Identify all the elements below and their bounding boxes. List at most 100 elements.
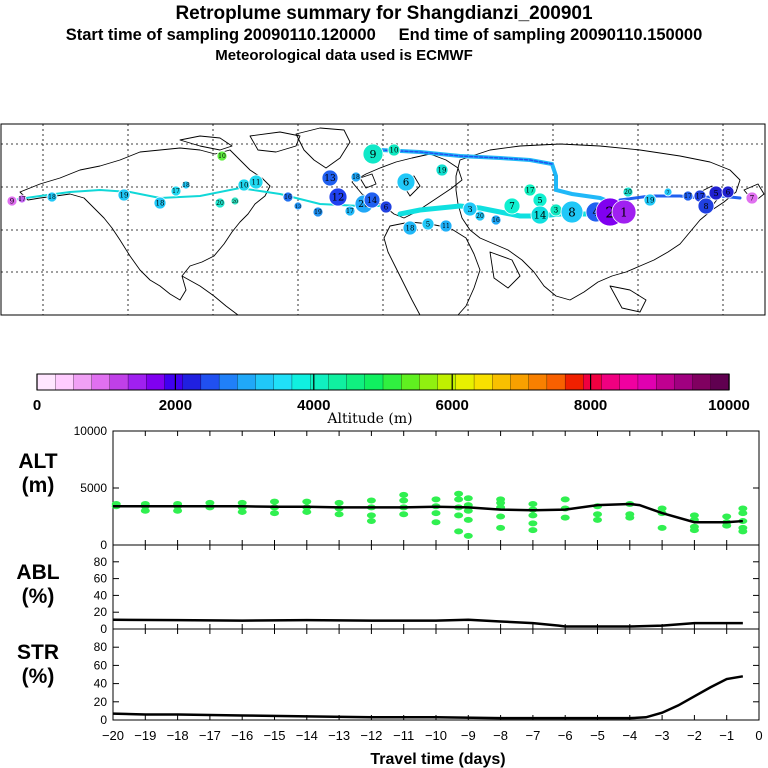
cluster-marker (170, 185, 182, 197)
cluster-label: 3 (554, 207, 558, 215)
colorbar-tick-label: 10000 (708, 397, 750, 414)
cluster-marker (248, 174, 264, 190)
cluster-label: 2 (605, 203, 615, 221)
colorbar-cell (656, 373, 676, 391)
cluster-marker (6, 195, 18, 207)
cluster-marker (230, 196, 240, 206)
x-tick-label: −17 (199, 728, 221, 743)
panel-abl: 0 20 40 60 80 ABL(%) (16, 544, 760, 636)
x-tick-label: −6 (558, 728, 573, 743)
y-tick-label: 10000 (74, 424, 108, 438)
altitude-point (496, 499, 506, 506)
colorbar-cell (36, 373, 56, 391)
cluster-marker (745, 191, 759, 205)
altitude-point (454, 512, 464, 519)
altitude-point (463, 507, 473, 514)
altitude-point (270, 498, 279, 505)
cluster-label: 19 (646, 197, 655, 205)
abl-line (112, 618, 743, 628)
x-tick-label: −4 (622, 728, 637, 743)
cluster-marker (181, 180, 191, 190)
altitude-point (463, 532, 473, 539)
colorbar-label: Altitude (m) (326, 411, 412, 427)
cluster-marker (293, 201, 303, 211)
x-tick-label: −15 (263, 728, 285, 743)
cluster-label: 18 (182, 182, 190, 189)
y-axis-label: ALT (18, 450, 57, 473)
altitude-point (722, 522, 732, 529)
colorbar-cell (583, 373, 603, 391)
cluster-marker (560, 200, 584, 224)
cluster-label: 7 (750, 195, 754, 203)
altitude-point (689, 512, 699, 519)
cluster-label: 10 (390, 147, 399, 155)
cluster-label: 20 (358, 200, 370, 210)
cluster-label: 12 (332, 193, 345, 204)
colorbar-cell (692, 373, 712, 391)
colorbar-cell (200, 373, 220, 391)
cluster-label: 7 (509, 202, 515, 212)
cluster-marker (282, 191, 294, 203)
colorbar-cell (127, 373, 147, 391)
altitude-point (463, 516, 473, 523)
altitude-point (140, 507, 150, 514)
altitude-point (334, 511, 344, 518)
colorbar-tick-label: 4000 (297, 397, 330, 414)
x-tick-label: −1 (719, 728, 734, 743)
cluster-marker (312, 206, 324, 218)
altitude-point (528, 520, 538, 527)
colorbar-cell (601, 373, 621, 391)
altitude-point (431, 519, 441, 526)
colorbar-cell (91, 373, 111, 391)
colorbar-cell (401, 373, 421, 391)
panel-frame (112, 544, 760, 630)
cluster-label: 13 (324, 174, 336, 184)
cluster-marker (17, 194, 27, 204)
y-tick-label: 80 (94, 640, 108, 654)
altitude-point (528, 527, 538, 534)
cluster-label: 11 (252, 179, 261, 187)
colorbar-tick-label: 2000 (159, 397, 192, 414)
cluster-label: 16 (492, 217, 500, 224)
cluster-label: 1 (620, 205, 628, 219)
cluster-label: 14 (367, 196, 377, 205)
cluster-label: 10 (240, 182, 249, 190)
map-graticule (1, 124, 765, 315)
median-altitude-line (113, 502, 743, 524)
cluster-label: 14 (534, 211, 547, 222)
cluster-label: 18 (406, 225, 415, 233)
y-tick-label: 20 (94, 695, 108, 709)
altitude-point (528, 500, 538, 507)
x-tick-label: −10 (425, 728, 447, 743)
colorbar-cell (437, 373, 457, 391)
altitude-point (302, 498, 312, 505)
altitude-point (463, 495, 473, 502)
y-tick-label: 40 (94, 677, 108, 691)
y-tick-label: 40 (94, 588, 108, 602)
colorbar-cell (492, 373, 512, 391)
cluster-label: 18 (156, 200, 165, 208)
altitude-point (625, 511, 635, 518)
x-tick-label: −8 (493, 728, 508, 743)
colorbar-cell (310, 373, 330, 391)
cluster-label: 17 (346, 208, 354, 215)
altitude-point (657, 505, 667, 512)
cluster-marker (117, 188, 131, 202)
altitude-point (237, 499, 247, 506)
cluster-marker (344, 205, 356, 217)
altitude-point (366, 497, 376, 504)
cluster-marker (663, 187, 673, 197)
colorbar-cell (564, 373, 584, 391)
x-tick-label: −5 (590, 728, 605, 743)
cluster-marker (643, 193, 657, 207)
colorbar-cell (55, 373, 75, 391)
altitude-point (496, 513, 506, 520)
y-axis-label: (%) (22, 665, 55, 688)
cluster-label: 20 (216, 200, 224, 207)
x-tick-label: −13 (328, 728, 350, 743)
y-tick-label: 80 (94, 555, 108, 569)
